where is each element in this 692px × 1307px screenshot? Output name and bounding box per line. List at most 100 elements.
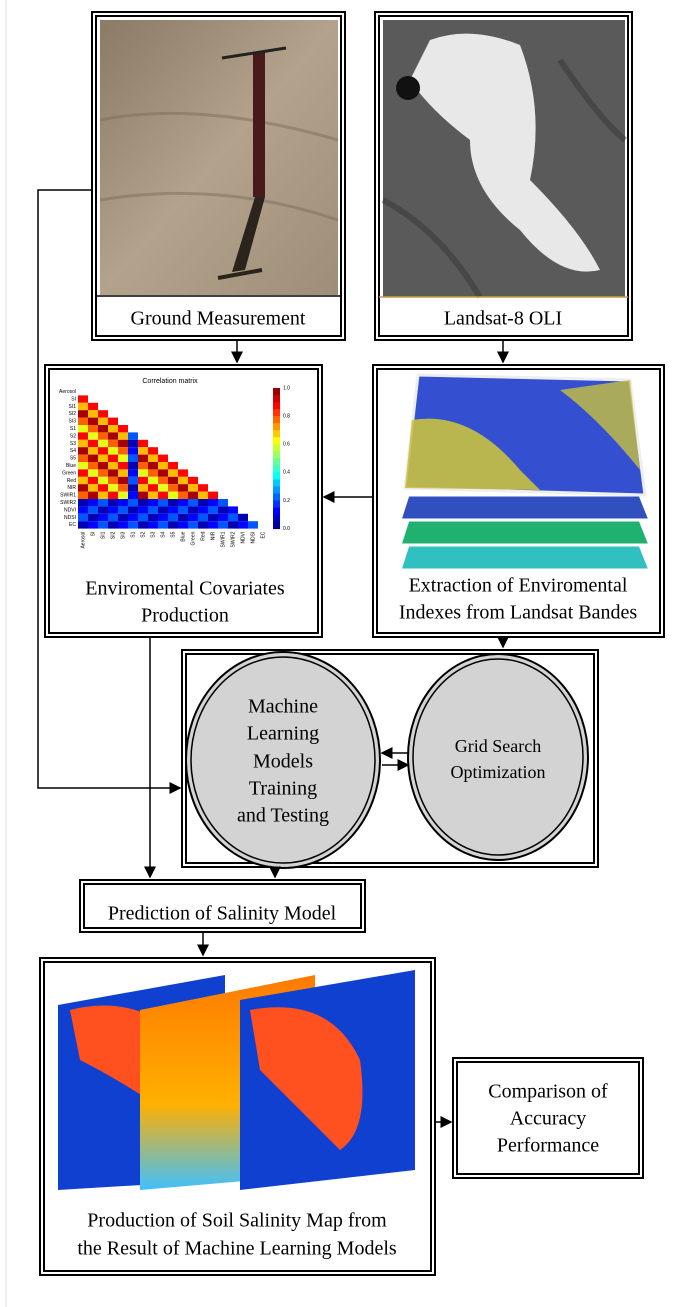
matrix-row-label: SI2	[68, 411, 76, 417]
matrix-cell	[128, 506, 138, 513]
matrix-cell	[118, 425, 128, 432]
matrix-cell	[188, 499, 198, 506]
matrix-col-label: NIR	[210, 531, 216, 540]
matrix-cell	[78, 447, 88, 454]
matrix-cell	[138, 521, 148, 528]
matrix-cell	[98, 514, 108, 521]
matrix-cell	[118, 521, 128, 528]
matrix-cell	[128, 440, 138, 447]
matrix-cell	[78, 521, 88, 528]
matrix-col-label: SWIR2	[230, 531, 236, 547]
matrix-cell	[178, 469, 188, 476]
matrix-col-label: SWIR1	[220, 531, 226, 547]
matrix-cell	[78, 499, 88, 506]
matrix-cell	[78, 403, 88, 410]
node-label: Grid Search	[455, 736, 541, 756]
matrix-row-label: EC	[69, 522, 76, 528]
matrix-cell	[78, 395, 88, 402]
matrix-row-label: Aerosol	[59, 389, 76, 395]
matrix-cell	[228, 506, 238, 513]
colorbar	[273, 458, 280, 466]
matrix-cell	[98, 499, 108, 506]
matrix-cell	[118, 477, 128, 484]
matrix-cell	[168, 484, 178, 491]
matrix-cell	[88, 425, 98, 432]
matrix-cell	[168, 499, 178, 506]
matrix-cell	[168, 477, 178, 484]
matrix-cell	[158, 521, 168, 528]
matrix-cell	[78, 492, 88, 499]
matrix-cell	[88, 447, 98, 454]
matrix-col-label: S2	[140, 531, 146, 537]
colorbar-tick: 0.8	[283, 413, 290, 419]
matrix-cell	[108, 447, 118, 454]
matrix-cell	[138, 462, 148, 469]
matrix-cell	[238, 521, 248, 528]
matrix-cell	[78, 410, 88, 417]
matrix-col-label: S4	[160, 531, 166, 537]
colorbar	[273, 388, 280, 396]
colorbar	[273, 451, 280, 459]
matrix-cell	[88, 492, 98, 499]
matrix-cell	[108, 418, 118, 425]
matrix-col-label: S3	[150, 531, 156, 537]
matrix-cell	[148, 506, 158, 513]
colorbar	[273, 416, 280, 424]
matrix-cell	[128, 492, 138, 499]
matrix-cell	[118, 499, 128, 506]
matrix-col-label: SI3	[120, 531, 126, 539]
matrix-cell	[208, 521, 218, 528]
matrix-cell	[108, 477, 118, 484]
colorbar	[273, 522, 280, 530]
matrix-cell	[108, 432, 118, 439]
colorbar	[273, 493, 280, 501]
matrix-cell	[218, 499, 228, 506]
matrix-cell	[78, 514, 88, 521]
colorbar-tick: 0.6	[283, 442, 290, 448]
colorbar	[273, 465, 280, 473]
extraction-box: Extraction of Enviromental Indexes from …	[373, 365, 664, 637]
matrix-cell	[158, 484, 168, 491]
matrix-cell	[128, 462, 138, 469]
node-label: Comparison of	[488, 1081, 608, 1103]
matrix-cell	[118, 440, 128, 447]
matrix-cell	[148, 455, 158, 462]
matrix-cell	[158, 455, 168, 462]
colorbar-tick: 0.0	[283, 526, 290, 532]
matrix-cell	[128, 477, 138, 484]
matrix-cell	[148, 447, 158, 454]
matrix-cell	[108, 506, 118, 513]
matrix-cell	[108, 440, 118, 447]
matrix-cell	[108, 514, 118, 521]
matrix-col-label: Aerosol	[80, 532, 86, 549]
matrix-cell	[108, 499, 118, 506]
matrix-cell	[148, 469, 158, 476]
matrix-cell	[78, 440, 88, 447]
matrix-row-label: S5	[70, 456, 76, 462]
node-label: Indexes from Landsat Bandes	[399, 602, 637, 624]
matrix-cell	[138, 492, 148, 499]
node-label: Performance	[497, 1135, 599, 1157]
matrix-cell	[168, 506, 178, 513]
map-box: Production of Soil Salinity Map from the…	[40, 958, 435, 1275]
matrix-cell	[78, 418, 88, 425]
matrix-cell	[178, 521, 188, 528]
node-label: Optimization	[451, 762, 546, 782]
matrix-cell	[98, 410, 108, 417]
matrix-cell	[88, 499, 98, 506]
node-label: and Testing	[237, 805, 329, 827]
matrix-cell	[158, 477, 168, 484]
matrix-cell	[98, 477, 108, 484]
matrix-cell	[88, 455, 98, 462]
matrix-cell	[88, 506, 98, 513]
landsat-box: Landsat-8 OLI	[375, 12, 632, 340]
matrix-cell	[138, 447, 148, 454]
colorbar	[273, 437, 280, 445]
matrix-cell	[118, 469, 128, 476]
matrix-cell	[208, 492, 218, 499]
node-label: Enviromental Covariates	[85, 578, 285, 600]
matrix-cell	[78, 462, 88, 469]
matrix-cell	[88, 410, 98, 417]
matrix-cell	[138, 506, 148, 513]
matrix-col-label: S1	[130, 531, 136, 537]
